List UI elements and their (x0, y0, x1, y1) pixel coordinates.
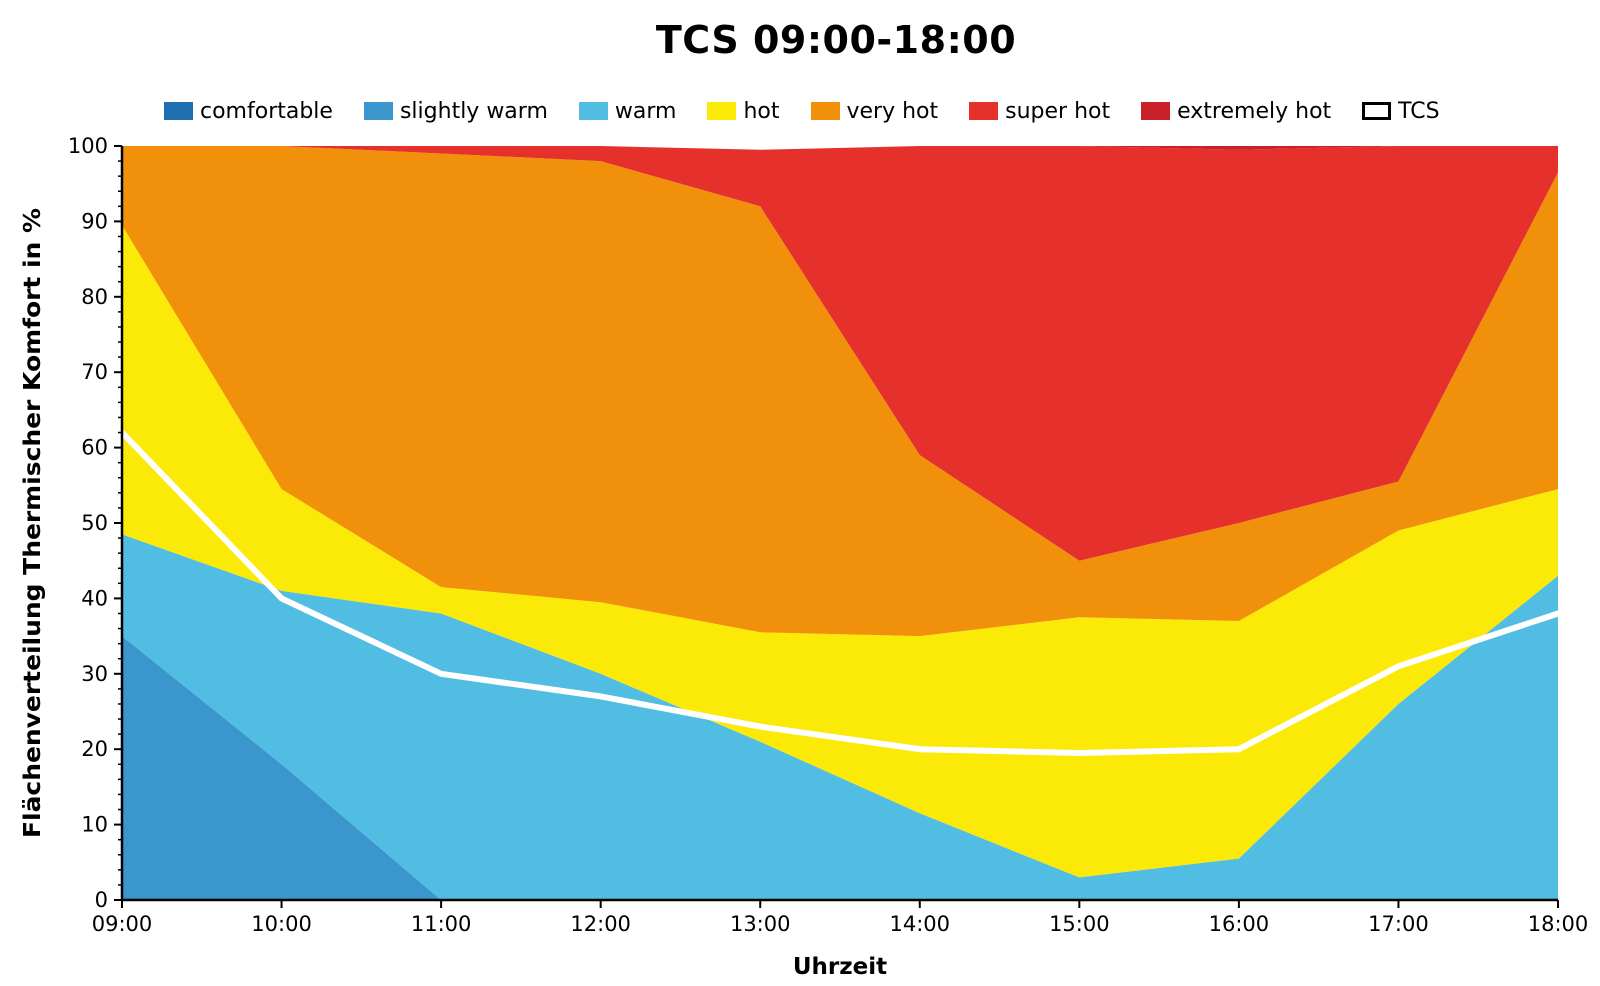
legend-swatch (1362, 102, 1392, 120)
chart-title: TCS 09:00-18:00 (655, 18, 1017, 62)
legend-swatch (363, 102, 393, 120)
tcs-line-layer (119, 429, 1561, 756)
x-tick-label: 10:00 (251, 912, 312, 936)
legend-swatch (1141, 102, 1171, 120)
axes: 0 10 20 30 40 50 60 70 80 90 100 09:00 10:00 11:00 12:… (20, 134, 1588, 980)
area-extremely-hot (122, 146, 1558, 150)
legend-item: slightly warm (363, 98, 548, 124)
legend-label: comfortable (200, 98, 333, 124)
area-hot (122, 225, 1558, 878)
legend-label: super hot (1005, 98, 1111, 124)
y-tick-label: 60 (81, 436, 108, 460)
legend-item: very hot (810, 98, 939, 124)
legend-swatch (810, 102, 840, 120)
legend-item: hot (707, 98, 780, 124)
x-tick-label: 12:00 (570, 912, 631, 936)
y-tick-label: 30 (81, 662, 108, 686)
legend-label: very hot (846, 98, 939, 124)
legend-item: warm (578, 98, 677, 124)
stacked-areas (122, 146, 1558, 900)
x-tick-label: 11:00 (411, 912, 472, 936)
legend-item: TCS (1362, 98, 1440, 124)
legend: comfortable slightly warm warm hot very hot s… (164, 96, 1440, 126)
y-tick-label: 10 (81, 813, 108, 837)
x-axis-title: Uhrzeit (793, 954, 887, 980)
legend-item: super hot (969, 99, 1110, 124)
legend-item: comfortable (164, 99, 333, 124)
tcs-line (119, 429, 1561, 756)
legend-label: warm (614, 98, 677, 124)
legend-swatch (578, 102, 608, 120)
y-axis-title: Flächenverteilung Thermischer Komfort in… (20, 208, 46, 838)
area-super-hot (122, 146, 1558, 561)
y-tick-label: 70 (81, 360, 108, 384)
legend-item: extremely hot (1141, 99, 1331, 124)
y-tick-label: 40 (81, 586, 108, 610)
legend-swatch (164, 102, 193, 120)
y-tick-label: 80 (81, 285, 108, 309)
x-tick-label: 16:00 (1209, 912, 1270, 936)
area-slightly-warm (122, 636, 1558, 900)
area-warm (122, 534, 1558, 900)
y-tick-label: 100 (68, 134, 108, 158)
legend-label: hot (743, 98, 780, 124)
legend-label: slightly warm (399, 98, 548, 124)
y-tick-label: 90 (81, 209, 108, 233)
legend-swatch (707, 102, 737, 120)
x-tick-label: 17:00 (1368, 912, 1429, 936)
x-tick-label: 14:00 (890, 912, 951, 936)
area-very-hot (122, 146, 1558, 637)
x-tick-label: 13:00 (730, 912, 791, 936)
x-tick-label: 09:00 (92, 912, 153, 936)
x-tick-label: 18:00 (1528, 912, 1589, 936)
y-tick-label: 0 (95, 888, 108, 912)
legend-label: TCS (1398, 98, 1440, 124)
y-tick-label: 20 (81, 737, 108, 761)
legend-label: extremely hot (1177, 98, 1332, 124)
x-tick-label: 15:00 (1049, 912, 1110, 936)
y-tick-label: 50 (81, 511, 108, 535)
legend-swatch (969, 102, 999, 120)
